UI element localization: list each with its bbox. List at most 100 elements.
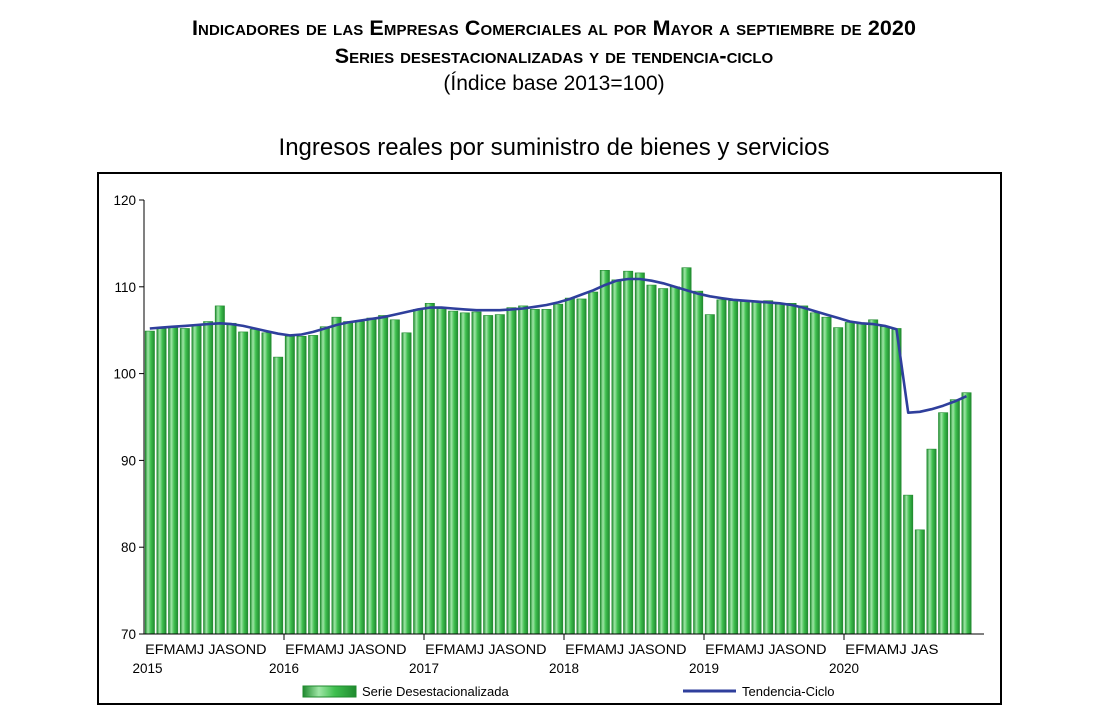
y-tick-label: 70 [121,627,136,642]
bar [226,322,237,635]
bar [669,286,680,635]
bar [728,300,739,635]
x-tick-label: EFMAMJ JASOND [565,642,687,657]
bar [144,330,155,635]
bar [693,290,704,635]
bar [308,335,319,635]
year-label: 2019 [689,661,719,676]
bar [704,314,715,635]
y-tick-label: 80 [121,540,136,555]
bar [856,322,867,635]
report-subtitle: Series desestacionalizadas y de tendenci… [334,44,774,68]
bar [459,312,470,635]
bar [191,324,202,635]
bar [821,316,832,635]
bar [798,305,809,635]
bar [284,335,295,635]
year-label: 2018 [549,661,579,676]
bar [634,272,645,635]
x-tick-label: EFMAMJ JASOND [705,642,827,657]
bar [868,319,879,635]
index-base-note: (Índice base 2013=100) [443,72,665,95]
chart-frame [97,172,1002,705]
bar [168,327,179,635]
bar [903,494,914,635]
bar [658,288,669,635]
bar [331,316,342,635]
y-tick-label: 90 [121,453,136,468]
bar [518,305,529,635]
trend-line [149,277,968,415]
bar [413,309,424,635]
legend-label-bar: Serie Desestacionalizada [362,684,509,699]
bar [214,305,225,635]
bar [203,321,214,635]
bar [401,332,412,635]
bar [576,298,587,635]
legend-swatch-bar [302,685,357,698]
year-label: 2020 [829,661,859,676]
bar [261,332,272,635]
x-tick-label: EFMAMJ JASOND [425,642,547,657]
bar [751,301,762,635]
bar [424,302,435,635]
x-tick-label: EFMAMJ JASOND [145,642,267,657]
bar [611,279,622,635]
bar [844,322,855,635]
bar [833,327,844,635]
bar [389,319,400,635]
bar [343,321,354,635]
bar [179,328,190,635]
bar [891,328,902,635]
bar [354,321,365,635]
bar [529,309,540,635]
legend: Serie Desestacionalizada Tendencia-Ciclo [302,684,835,699]
bar [879,326,890,635]
legend-label-line: Tendencia-Ciclo [742,684,835,699]
x-tick-label: EFMAMJ JASOND [285,642,407,657]
bar [774,303,785,635]
trend-series [149,277,968,415]
bar [949,399,960,635]
bar [366,317,377,635]
bar [938,412,949,635]
bar [494,314,505,635]
bar [681,267,692,635]
report-title: Indicadores de las Empresas Comerciales … [191,16,917,40]
bar-series [144,267,972,635]
y-tick-label: 100 [113,367,136,382]
bar [448,310,459,635]
x-tick-label: EFMAMJ JAS [845,642,938,657]
y-tick-label: 110 [114,280,136,295]
year-label: 2015 [132,661,162,676]
bar [588,291,599,635]
bar [646,284,657,635]
bar [541,309,552,635]
bar [436,308,447,635]
bar [786,302,797,635]
bar [763,300,774,635]
bar [378,315,389,635]
bar [809,312,820,635]
bar [506,307,517,635]
bar [483,315,494,635]
bar [926,448,937,635]
bar [296,335,307,635]
bar [553,303,564,635]
bar [961,392,972,635]
bar [716,299,727,635]
y-tick-label: 120 [113,193,136,208]
bar [599,270,610,635]
bar [623,270,634,635]
bar [564,297,575,635]
bar [249,329,260,635]
bar [739,301,750,635]
chart-title: Ingresos reales por suministro de bienes… [278,134,830,161]
year-label: 2017 [409,661,439,676]
bar [273,356,284,635]
bar [156,328,167,635]
bar [914,529,925,635]
bar [471,311,482,635]
bar [238,331,249,635]
